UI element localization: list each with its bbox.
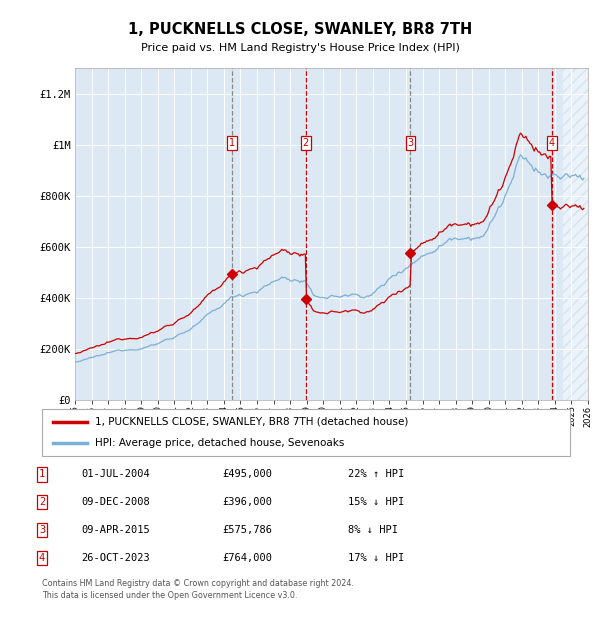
Text: 01-JUL-2004: 01-JUL-2004 [81, 469, 150, 479]
Text: £495,000: £495,000 [222, 469, 272, 479]
Text: £396,000: £396,000 [222, 497, 272, 507]
Bar [563, 68, 588, 400]
Text: 1, PUCKNELLS CLOSE, SWANLEY, BR8 7TH: 1, PUCKNELLS CLOSE, SWANLEY, BR8 7TH [128, 22, 472, 37]
Text: £575,786: £575,786 [222, 525, 272, 535]
FancyBboxPatch shape [42, 409, 570, 456]
Text: 2: 2 [39, 497, 45, 507]
Text: 3: 3 [39, 525, 45, 535]
Text: 26-OCT-2023: 26-OCT-2023 [81, 553, 150, 563]
Text: Contains HM Land Registry data © Crown copyright and database right 2024.: Contains HM Land Registry data © Crown c… [42, 578, 354, 588]
Text: 1, PUCKNELLS CLOSE, SWANLEY, BR8 7TH (detached house): 1, PUCKNELLS CLOSE, SWANLEY, BR8 7TH (de… [95, 417, 408, 427]
Text: HPI: Average price, detached house, Sevenoaks: HPI: Average price, detached house, Seve… [95, 438, 344, 448]
Text: 4: 4 [39, 553, 45, 563]
Text: 2: 2 [302, 138, 309, 148]
Text: 09-DEC-2008: 09-DEC-2008 [81, 497, 150, 507]
Text: 22% ↑ HPI: 22% ↑ HPI [348, 469, 404, 479]
Text: 3: 3 [407, 138, 413, 148]
Text: Price paid vs. HM Land Registry's House Price Index (HPI): Price paid vs. HM Land Registry's House … [140, 43, 460, 53]
Text: 17% ↓ HPI: 17% ↓ HPI [348, 553, 404, 563]
Text: £764,000: £764,000 [222, 553, 272, 563]
Text: This data is licensed under the Open Government Licence v3.0.: This data is licensed under the Open Gov… [42, 590, 298, 600]
Text: 4: 4 [549, 138, 555, 148]
Text: 1: 1 [229, 138, 235, 148]
Text: 8% ↓ HPI: 8% ↓ HPI [348, 525, 398, 535]
Text: 1: 1 [39, 469, 45, 479]
Text: 09-APR-2015: 09-APR-2015 [81, 525, 150, 535]
Text: 15% ↓ HPI: 15% ↓ HPI [348, 497, 404, 507]
